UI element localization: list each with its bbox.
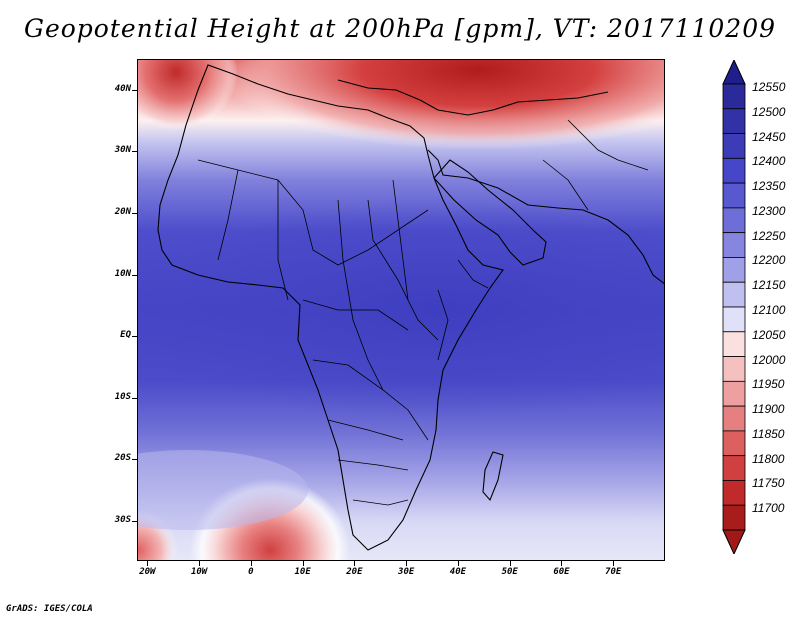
lat-tick-label: 20N [114,206,131,217]
lon-tick-label: 40E [449,567,467,577]
colorbar-swatch [722,133,746,159]
colorbar-label: 12000 [752,352,786,367]
lon-tick-label: 20W [139,567,156,577]
colorbar-swatch [722,83,746,110]
lat-tick-label: 20S [114,453,131,464]
colorbar-swatch [722,207,746,234]
lon-tick-label: 10W [190,567,208,577]
lon-tick-mark [457,561,459,566]
colorbar-swatch [722,182,746,209]
lon-tick-label: 70E [605,567,622,577]
grads-credit: GrADS: IGES/COLA [6,604,93,614]
colorbar-label: 11800 [752,451,785,466]
lat-tick-mark [132,520,137,522]
colorbar-swatch [722,157,746,184]
colorbar-label: 12300 [752,203,786,218]
colorbar-swatch [722,504,746,531]
lon-tick-mark [302,561,304,566]
colorbar-label: 11700 [752,501,785,516]
lon-tick-mark [561,561,563,566]
lat-tick-label: 30N [114,145,131,156]
colorbar-label: 12550 [752,80,786,94]
coastlines [157,64,664,551]
high-northeast [218,60,664,150]
map-panel [137,59,665,561]
lat-tick-mark [132,397,137,399]
lat-tick-mark [132,459,137,461]
colorbar [722,60,746,554]
lat-tick-mark [132,89,137,91]
colorbar-swatch [722,380,746,407]
colorbar-label: 12500 [752,104,786,119]
colorbar-label: 11900 [752,402,785,417]
colorbar-swatch [722,232,746,258]
lon-tick-label: 20E [346,567,363,577]
colorbar-swatch [722,257,746,283]
high-northwest [138,60,238,130]
lon-tick-mark [147,561,149,566]
lat-tick-mark [132,151,137,153]
colorbar-swatch [722,281,746,308]
colorbar-swatch [722,306,746,333]
colorbar-label: 11950 [752,377,785,392]
lon-tick-mark [354,561,356,566]
lat-tick-mark [132,336,137,338]
colorbar-swatch [722,356,746,382]
lon-tick-mark [406,561,408,566]
colorbar-label: 12400 [752,154,786,169]
ridge-southwest [138,450,308,530]
lon-tick-label: 30E [398,567,415,577]
colorbar-label: 12150 [752,278,786,293]
colorbar-swatch [722,430,746,457]
lat-tick-label: 40N [114,83,131,94]
lon-tick-mark [613,561,615,566]
colorbar-top-arrow [722,60,746,85]
colorbar-label: 12200 [752,253,786,268]
lon-tick-label: 60E [553,567,570,577]
colorbar-label: 12350 [752,179,786,194]
colorbar-swatch [722,455,746,481]
lat-tick-mark [132,212,137,214]
colorbar-swatch [722,108,746,134]
lat-tick-label: 10N [114,268,131,279]
lat-tick-mark [132,274,137,276]
lon-tick-label: 10E [294,567,311,577]
map-title: Geopotential Height at 200hPa [gpm], VT:… [23,14,777,43]
lon-tick-mark [509,561,511,566]
lat-tick-label: 30S [114,514,131,525]
lon-tick-label: 0 [248,567,254,577]
lat-tick-label: EQ [120,330,131,341]
colorbar-swatch [722,331,746,357]
colorbar-swatch [722,405,746,432]
lon-tick-label: 50E [501,567,518,577]
lon-tick-mark [199,561,201,566]
tropical-deep-band [138,200,664,420]
lon-tick-mark [250,561,252,566]
geopotential-field-map [138,60,664,560]
lat-tick-label: 10S [114,391,131,402]
colorbar-label: 12050 [752,327,786,342]
colorbar-label: 12100 [752,303,786,317]
colorbar-bottom-arrow [722,529,746,554]
country-borders [197,119,649,506]
colorbar-swatch [722,480,746,506]
colorbar-label: 11750 [752,476,785,491]
colorbar-label: 11850 [752,426,785,441]
colorbar-label: 12450 [752,129,786,144]
colorbar-label: 12250 [752,228,786,243]
